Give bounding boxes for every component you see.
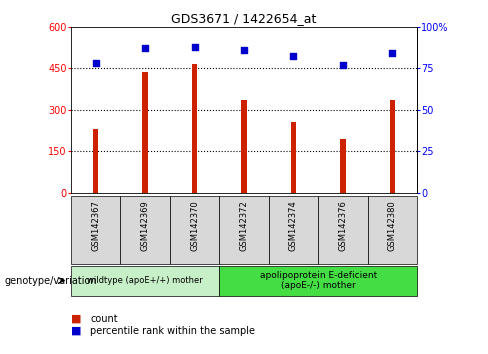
Bar [191, 64, 198, 193]
Text: GSM142380: GSM142380 [388, 200, 397, 251]
FancyBboxPatch shape [269, 196, 318, 264]
Text: percentile rank within the sample: percentile rank within the sample [90, 326, 255, 336]
FancyBboxPatch shape [71, 196, 120, 264]
FancyBboxPatch shape [120, 196, 170, 264]
Text: ■: ■ [71, 326, 81, 336]
Point [141, 45, 149, 51]
FancyBboxPatch shape [219, 266, 417, 296]
Text: GSM142374: GSM142374 [289, 200, 298, 251]
Text: genotype/variation: genotype/variation [5, 275, 98, 286]
Text: GSM142369: GSM142369 [141, 200, 149, 251]
Point [289, 54, 297, 59]
FancyBboxPatch shape [318, 196, 368, 264]
FancyBboxPatch shape [71, 266, 219, 296]
Text: GSM142370: GSM142370 [190, 200, 199, 251]
Text: ■: ■ [71, 314, 81, 324]
Text: GSM142376: GSM142376 [339, 200, 347, 251]
Bar [142, 72, 148, 193]
Point [240, 47, 248, 53]
Text: GSM142372: GSM142372 [240, 200, 248, 251]
Bar [340, 139, 346, 193]
Point [388, 50, 396, 56]
Bar [241, 100, 247, 193]
Text: count: count [90, 314, 118, 324]
FancyBboxPatch shape [219, 196, 269, 264]
Point [339, 62, 347, 68]
Title: GDS3671 / 1422654_at: GDS3671 / 1422654_at [171, 12, 317, 25]
Text: wildtype (apoE+/+) mother: wildtype (apoE+/+) mother [87, 276, 203, 285]
FancyBboxPatch shape [170, 196, 219, 264]
Point [191, 44, 199, 49]
Bar [93, 129, 99, 193]
FancyBboxPatch shape [368, 196, 417, 264]
Point [92, 60, 100, 66]
Text: apolipoprotein E-deficient
(apoE-/-) mother: apolipoprotein E-deficient (apoE-/-) mot… [260, 271, 377, 290]
Bar [290, 122, 297, 193]
Text: GSM142367: GSM142367 [91, 200, 100, 251]
Bar [389, 100, 395, 193]
